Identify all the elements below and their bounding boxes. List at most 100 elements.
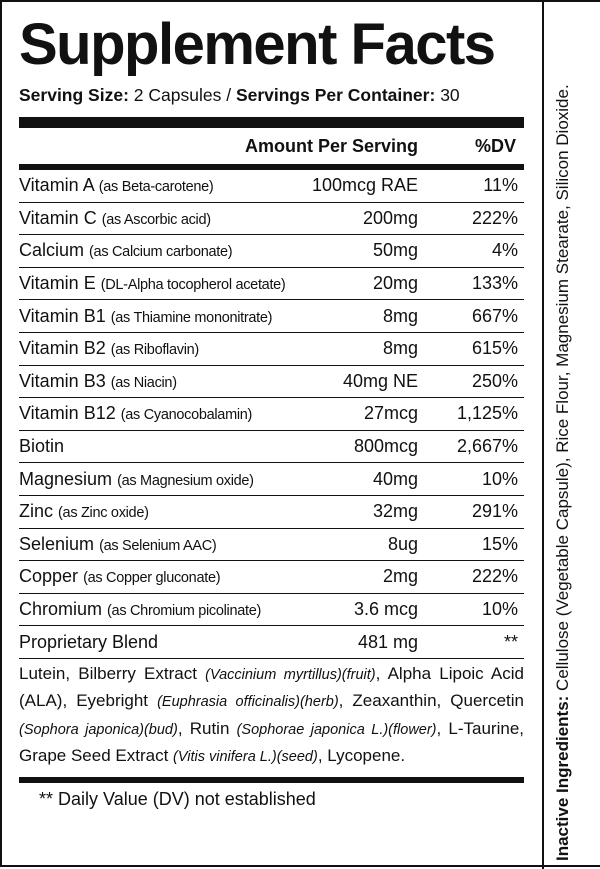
nutrient-name: Copper (as Copper gluconate) xyxy=(19,566,288,587)
nutrient-amount: 50mg xyxy=(372,240,418,261)
nutrient-row: Calcium (as Calcium carbonate) 50mg 4% xyxy=(19,235,524,268)
nutrient-name: Magnesium (as Magnesium oxide) xyxy=(19,469,288,490)
blend-ingredient: Lutein, Bilberry Extract xyxy=(19,663,206,683)
servings-per-container-label: Servings Per Container: xyxy=(235,85,436,105)
nutrient-dv: 667% xyxy=(471,305,518,326)
nutrient-label: Zinc xyxy=(19,501,54,522)
nutrient-source: (as Beta-carotene) xyxy=(98,179,214,196)
nutrient-source: (as Riboflavin) xyxy=(110,342,199,359)
servings-per-container-value: 30 xyxy=(440,85,460,105)
nutrient-row: Selenium (as Selenium AAC) 8ug 15% xyxy=(19,529,524,562)
nutrient-dv: 133% xyxy=(471,273,518,294)
amount-header: Amount Per Serving xyxy=(244,135,418,156)
blend-ingredient: , L-Taurine, Grape Seed Extract xyxy=(19,718,525,766)
nutrient-dv: 222% xyxy=(471,207,518,228)
nutrient-label: Biotin xyxy=(19,436,65,457)
inactive-ingredients-text: Inactive Ingredients: Cellulose (Vegetab… xyxy=(552,11,574,861)
nutrient-dv: 250% xyxy=(471,370,518,391)
nutrient-label: Vitamin B3 xyxy=(19,370,106,391)
nutrient-source: (as Selenium AAC) xyxy=(99,537,217,554)
nutrient-label: Vitamin B12 xyxy=(19,403,116,424)
nutrient-source: (as Zinc oxide) xyxy=(58,505,149,522)
nutrient-dv: 10% xyxy=(481,468,518,489)
nutrient-label: Copper xyxy=(19,566,79,587)
nutrient-amount: 481 mg xyxy=(357,631,418,652)
nutrient-name: Biotin xyxy=(19,436,288,457)
nutrient-row: Vitamin B2 (as Riboflavin) 8mg 615% xyxy=(19,333,524,366)
nutrient-source: (as Thiamine mononitrate) xyxy=(110,309,273,326)
nutrient-dv: 15% xyxy=(481,533,518,554)
facts-main: Supplement Facts Serving Size: 2 Capsule… xyxy=(2,2,544,869)
nutrient-amount: 3.6 mcg xyxy=(353,599,418,620)
nutrient-amount: 8mg xyxy=(382,338,418,359)
nutrient-label: Vitamin C xyxy=(19,207,97,228)
dv-header: %DV xyxy=(474,135,516,156)
nutrient-row: Chromium (as Chromium picolinate) 3.6 mcg… xyxy=(19,594,524,627)
serving-size-label: Serving Size: xyxy=(19,85,129,105)
nutrient-source: (as Copper gluconate) xyxy=(83,570,221,587)
inactive-ingredients-panel: Inactive Ingredients: Cellulose (Vegetab… xyxy=(544,2,600,869)
nutrient-amount: 2mg xyxy=(382,566,418,587)
nutrient-label: Chromium xyxy=(19,599,103,620)
nutrient-dv: 291% xyxy=(471,501,518,522)
botanical-source: (Vaccinium myrtillus)(fruit) xyxy=(205,666,376,683)
nutrient-row: Copper (as Copper gluconate) 2mg 222% xyxy=(19,561,524,594)
nutrient-name: Proprietary Blend xyxy=(19,632,288,653)
nutrient-row: Vitamin A (as Beta-carotene) 100mcg RAE 11… xyxy=(19,170,524,203)
proprietary-blend-ingredients: Lutein, Bilberry Extract (Vaccinium myrt… xyxy=(19,659,524,783)
blend-ingredient: , Zeaxanthin, Quercetin xyxy=(338,691,524,711)
nutrient-dv: 11% xyxy=(483,175,518,196)
footnote: ** Daily Value (DV) not established xyxy=(39,788,316,809)
nutrient-rows: Vitamin A (as Beta-carotene) 100mcg RAE 11… xyxy=(19,170,524,659)
nutrient-dv: 222% xyxy=(471,566,518,587)
nutrient-amount: 200mg xyxy=(362,207,418,228)
nutrient-dv: 10% xyxy=(481,599,518,620)
nutrient-dv: 4% xyxy=(491,240,518,261)
nutrient-row: Vitamin B1 (as Thiamine mononitrate) 8mg 6… xyxy=(19,300,524,333)
botanical-source: (Sophora japonica)(bud) xyxy=(19,721,178,738)
blend-ingredient: , Lycopene. xyxy=(317,746,406,766)
nutrient-row: Biotin 800mcg 2,667% xyxy=(19,431,524,464)
nutrient-name: Vitamin B2 (as Riboflavin) xyxy=(19,338,288,359)
nutrient-dv: ** xyxy=(503,631,518,652)
nutrient-dv: 2,667% xyxy=(456,436,518,457)
nutrient-row: Vitamin C (as Ascorbic acid) 200mg 222% xyxy=(19,203,524,236)
nutrient-label: Vitamin A xyxy=(19,175,94,196)
blend-ingredient: , Rutin xyxy=(177,718,237,738)
nutrient-source: (as Calcium carbonate) xyxy=(89,244,233,261)
nutrient-name: Vitamin E (DL-Alpha tocopherol acetate) xyxy=(19,273,288,294)
nutrient-amount: 8ug xyxy=(387,533,418,554)
nutrient-dv: 615% xyxy=(471,338,518,359)
nutrient-row: Vitamin B12 (as Cyanocobalamin) 27mcg 1,12… xyxy=(19,398,524,431)
botanical-source: (Vitis vinifera L.)(seed) xyxy=(173,749,318,766)
nutrient-label: Vitamin E xyxy=(19,273,96,294)
nutrient-amount: 20mg xyxy=(372,273,418,294)
nutrient-amount: 40mg xyxy=(372,468,418,489)
nutrient-dv: 1,125% xyxy=(456,403,518,424)
panel-title: Supplement Facts xyxy=(19,12,496,77)
nutrient-source: (as Niacin) xyxy=(110,374,177,391)
nutrient-row: Vitamin B3 (as Niacin) 40mg NE 250% xyxy=(19,366,524,399)
nutrient-name: Vitamin B1 (as Thiamine mononitrate) xyxy=(19,306,288,327)
nutrient-name: Vitamin B3 (as Niacin) xyxy=(19,371,288,392)
nutrient-row: Magnesium (as Magnesium oxide) 40mg 10% xyxy=(19,463,524,496)
nutrient-amount: 100mcg RAE xyxy=(311,175,418,196)
nutrient-name: Vitamin A (as Beta-carotene) xyxy=(19,175,288,196)
nutrient-amount: 27mcg xyxy=(363,403,418,424)
botanical-source: (Euphrasia officinalis)(herb) xyxy=(157,694,339,711)
nutrient-source: (DL-Alpha tocopherol acetate) xyxy=(100,277,286,294)
nutrient-name: Vitamin C (as Ascorbic acid) xyxy=(19,208,288,229)
nutrient-label: Calcium xyxy=(19,240,85,261)
serving-info: Serving Size: 2 Capsules / Servings Per … xyxy=(19,85,524,106)
nutrient-name: Vitamin B12 (as Cyanocobalamin) xyxy=(19,403,288,424)
nutrient-source: (as Ascorbic acid) xyxy=(101,211,211,228)
nutrient-source: (as Cyanocobalamin) xyxy=(120,407,253,424)
nutrient-label: Vitamin B1 xyxy=(19,305,106,326)
nutrient-row: Vitamin E (DL-Alpha tocopherol acetate) 2… xyxy=(19,268,524,301)
nutrient-name: Chromium (as Chromium picolinate) xyxy=(19,599,288,620)
nutrient-source: (as Magnesium oxide) xyxy=(117,472,254,489)
serving-size-value: 2 Capsules / xyxy=(133,85,232,105)
thick-divider xyxy=(19,117,524,128)
nutrient-row: Zinc (as Zinc oxide) 32mg 291% xyxy=(19,496,524,529)
